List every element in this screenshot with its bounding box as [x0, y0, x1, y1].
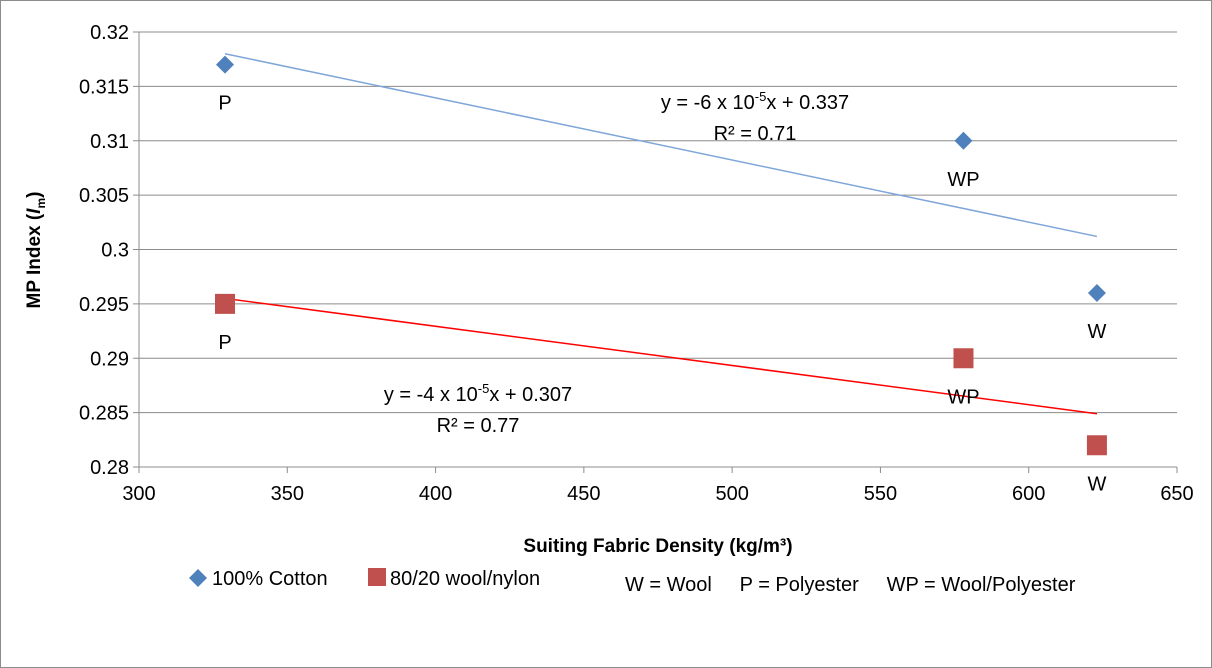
cotton-point-label: W: [1087, 321, 1106, 343]
x-tick-label: 300: [122, 483, 155, 505]
y-tick-label: 0.305: [79, 185, 129, 207]
cotton-point: [1087, 284, 1106, 302]
equations: y = -6 x 10-5x + 0.337 R² = 0.71 y = -4 …: [384, 89, 849, 437]
x-tick-label: 450: [567, 483, 600, 505]
y-tick-label: 0.29: [90, 348, 129, 370]
x-tick-label: 600: [1012, 483, 1045, 505]
y-tick-label: 0.315: [79, 76, 129, 98]
wool-nylon-trendline: [224, 297, 1098, 415]
gridlines: [139, 31, 1177, 414]
legend-cotton-label: 100% Cotton: [212, 568, 328, 590]
cotton-trendline: [224, 53, 1098, 238]
x-tick-label: 350: [271, 483, 304, 505]
axes: [133, 31, 1178, 473]
legend: 100% Cotton 80/20 wool/nylon W = Wool P …: [189, 568, 1076, 596]
y-tick-label: 0.28: [90, 457, 129, 479]
x-axis-title: Suiting Fabric Density (kg/m³): [523, 536, 792, 557]
y-tick-label: 0.32: [90, 22, 129, 44]
x-tick-label: 400: [419, 483, 452, 505]
cotton-r2: R² = 0.71: [714, 123, 797, 145]
data-points: [215, 55, 1107, 456]
cotton-point-label: WP: [947, 169, 979, 191]
wool-nylon-r2: R² = 0.77: [437, 415, 520, 437]
cotton-point: [216, 55, 235, 74]
legend-cotton-marker: [189, 569, 207, 587]
trendlines: [224, 53, 1098, 415]
wool-nylon-point-label: WP: [947, 386, 979, 408]
legend-wool-nylon-marker: [368, 568, 386, 586]
wool-nylon-point: [953, 348, 974, 369]
legend-wool-nylon-label: 80/20 wool/nylon: [390, 568, 540, 590]
cotton-point-label: P: [218, 93, 231, 115]
legend-abbreviation-note: W = Wool P = Polyester WP = Wool/Polyest…: [625, 574, 1076, 596]
wool-nylon-point: [1086, 435, 1107, 456]
wool-nylon-equation: y = -4 x 10-5x + 0.307: [384, 381, 572, 406]
tick-labels: 0.28 0.285 0.29 0.295 0.3 0.305 0.31 0.315 0.32 3…: [79, 22, 1194, 505]
wool-nylon-point-label: W: [1087, 473, 1106, 495]
y-tick-label: 0.295: [79, 294, 129, 316]
y-tick-label: 0.31: [90, 131, 129, 153]
y-tick-label: 0.3: [101, 240, 129, 262]
wool-nylon-point: [215, 293, 236, 314]
y-axis-title: MP Index (Im): [24, 192, 48, 309]
x-tick-label: 500: [715, 483, 748, 505]
x-tick-label: 550: [864, 483, 897, 505]
wool-nylon-point-label: P: [218, 332, 231, 354]
cotton-equation: y = -6 x 10-5x + 0.337: [661, 89, 849, 114]
cotton-point: [954, 131, 973, 150]
y-tick-label: 0.285: [79, 403, 129, 425]
x-tick-label: 650: [1160, 483, 1193, 505]
